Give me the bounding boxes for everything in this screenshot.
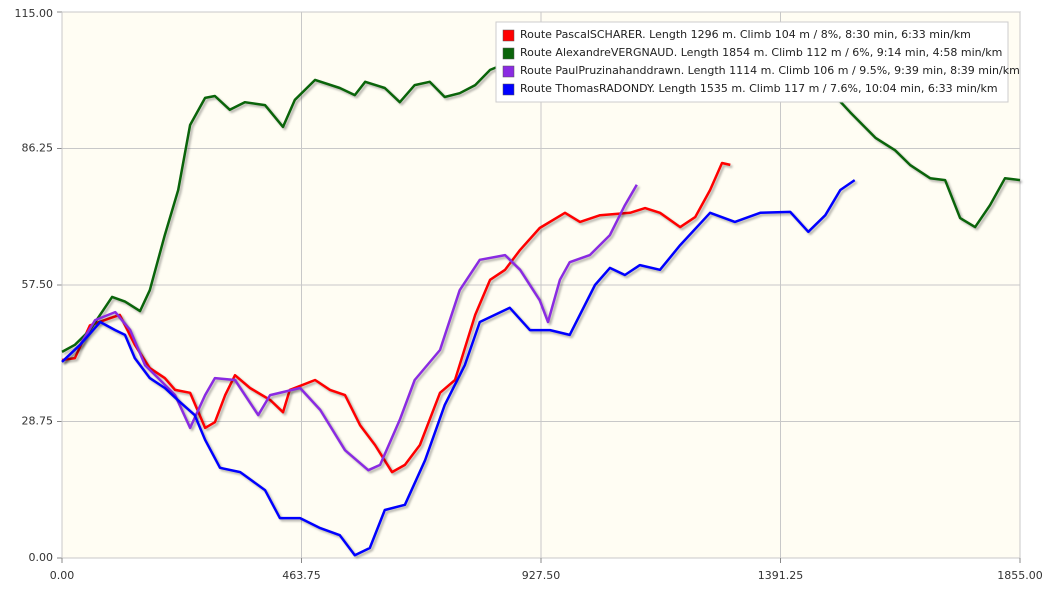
x-tick-label: 463.75 [282, 569, 321, 582]
x-tick-label: 1855.00 [997, 569, 1043, 582]
legend-label: Route ThomasRADONDY. Length 1535 m. Clim… [520, 82, 998, 95]
legend-swatch [502, 47, 515, 60]
series-line [61, 184, 638, 472]
legend-label: Route PaulPruzinahanddrawn. Length 1114 … [520, 64, 1020, 77]
legend: Route PascalSCHARER. Length 1296 m. Clim… [495, 21, 1020, 103]
series-line [61, 179, 856, 557]
y-tick-label: 28.75 [22, 415, 54, 428]
y-tick-label: 86.25 [22, 142, 54, 155]
legend-swatch [502, 29, 515, 42]
legend-swatch [502, 65, 515, 78]
legend-label: Route AlexandreVERGNAUD. Length 1854 m. … [520, 46, 1002, 59]
y-tick-label: 57.50 [22, 278, 54, 291]
legend-box [495, 21, 1009, 103]
legend-label: Route PascalSCHARER. Length 1296 m. Clim… [520, 28, 971, 41]
y-tick-label: 115.00 [15, 7, 54, 20]
series-line [61, 38, 1021, 353]
x-tick-label: 927.50 [522, 569, 561, 582]
x-tick-label: 1391.25 [758, 569, 804, 582]
legend-swatch [502, 83, 515, 96]
y-tick-label: 0.00 [29, 551, 54, 564]
series-line [61, 161, 731, 474]
x-tick-label: 0.00 [50, 569, 75, 582]
